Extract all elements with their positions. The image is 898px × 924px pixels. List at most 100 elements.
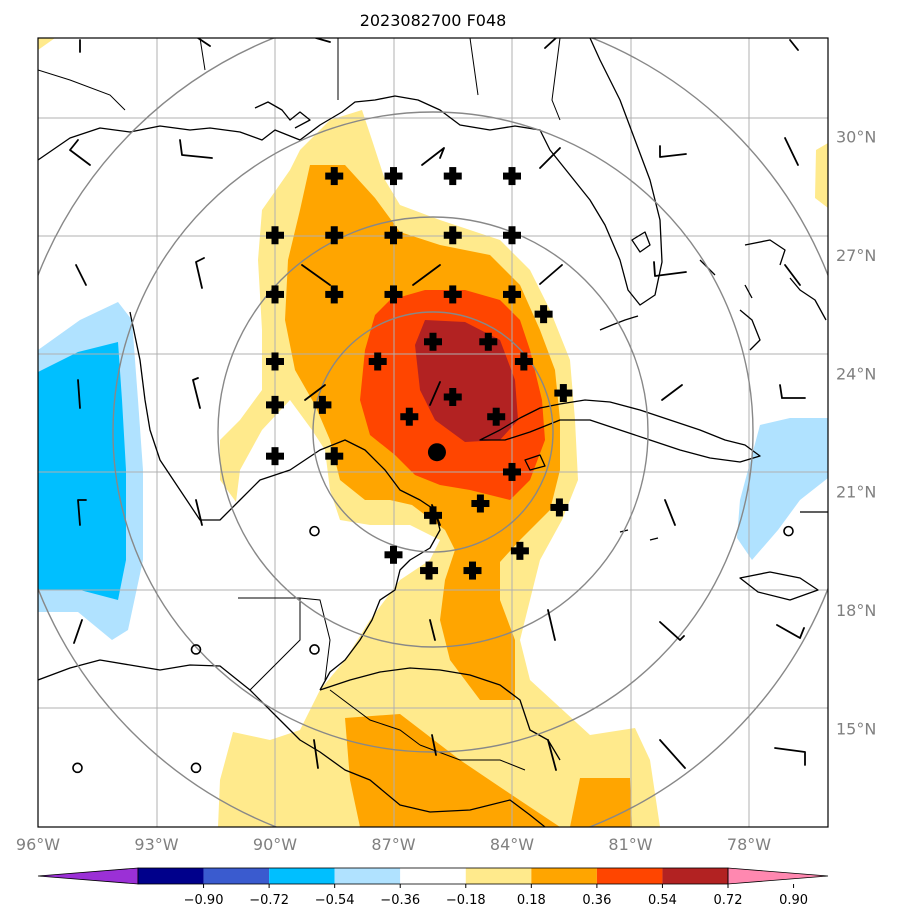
wind-barb xyxy=(421,147,445,166)
significance-plus-marker xyxy=(503,167,521,186)
colorbar-segment xyxy=(662,868,728,884)
wind-barb xyxy=(75,264,87,286)
wind-barb xyxy=(429,381,441,406)
significance-plus-marker xyxy=(424,332,442,351)
significance-plus-marker xyxy=(514,352,533,371)
significance-plus-marker xyxy=(266,447,284,466)
significance-plus-marker xyxy=(534,305,553,324)
wind-barb xyxy=(179,139,213,159)
significance-plus-marker xyxy=(424,506,442,525)
latitude-tick-label: 24°N xyxy=(836,364,876,383)
wind-barb xyxy=(547,739,557,771)
latitude-tick-label: 18°N xyxy=(836,601,876,620)
wind-barb xyxy=(789,39,799,51)
significance-plus-marker xyxy=(463,561,482,580)
significance-plus-marker xyxy=(266,352,284,371)
colorbar-extend-high xyxy=(727,867,829,885)
contour-light-blue-east xyxy=(737,418,828,560)
significance-plus-marker xyxy=(384,226,403,245)
longitude-tick-label: 90°W xyxy=(253,835,297,854)
calm-wind-circle xyxy=(309,644,320,655)
calm-wind-circle xyxy=(783,525,794,537)
wind-barb xyxy=(661,384,683,401)
significance-plus-marker xyxy=(443,387,462,406)
significance-plus-marker xyxy=(510,541,529,560)
colorbar-tick-label: 0.90 xyxy=(779,893,808,908)
significance-plus-marker xyxy=(479,332,498,351)
wind-barb xyxy=(431,734,437,756)
wind-barb xyxy=(659,145,687,158)
significance-plus-marker xyxy=(554,384,573,403)
significance-plus-marker xyxy=(443,285,462,304)
wind-barbs xyxy=(69,38,806,771)
longitude-tick-label: 81°W xyxy=(608,835,652,854)
calm-markers xyxy=(72,525,794,774)
ring-200km xyxy=(312,311,554,553)
significance-plus-marker xyxy=(384,167,403,186)
cuba xyxy=(479,399,761,463)
wind-barb xyxy=(195,499,203,526)
colorbar-tick-label: −0.90 xyxy=(184,893,224,908)
longitude-tick-label: 87°W xyxy=(371,835,415,854)
lake-okeechobee xyxy=(631,231,651,253)
contour-yellow-east-edge xyxy=(815,143,828,208)
wind-barb xyxy=(544,38,557,49)
storm-center-dot xyxy=(427,443,446,462)
wind-barb xyxy=(313,739,319,769)
wind-barb xyxy=(774,747,806,766)
wind-barb xyxy=(192,377,201,409)
significance-plus-marker xyxy=(325,447,344,466)
colorbar-segment xyxy=(400,868,466,884)
distance-rings xyxy=(38,38,828,827)
longitude-tick-label: 96°W xyxy=(16,835,60,854)
longitude-tick-labels: 96°W 93°W 90°W 87°W 84°W 81°W 78°W xyxy=(16,835,771,854)
contour-dark-red xyxy=(415,320,518,442)
wind-barb xyxy=(784,264,801,286)
longitude-tick-label: 78°W xyxy=(727,835,771,854)
significance-plus-marker xyxy=(325,285,344,304)
colorbar-tick-label: −0.36 xyxy=(380,893,420,908)
wind-barb xyxy=(664,499,676,526)
colorbar-segments xyxy=(37,867,829,885)
longitude-tick-label: 84°W xyxy=(490,835,534,854)
colorbar-frame xyxy=(137,867,729,885)
central-america-pacific xyxy=(38,659,546,827)
colorbar-tick-label: 0.72 xyxy=(714,893,743,908)
country-borders xyxy=(38,38,561,771)
map-panel xyxy=(38,38,828,827)
significance-plus-marker xyxy=(487,407,506,426)
latitude-tick-label: 30°N xyxy=(836,128,876,147)
significance-plus-marker xyxy=(420,561,439,580)
wind-barb xyxy=(77,499,87,526)
calm-wind-circle xyxy=(190,644,202,655)
isle-of-youth xyxy=(524,454,546,471)
colorbar-tick-labels: −0.90 −0.72 −0.54 −0.36 −0.18 0.18 0.36 0.54 0.7… xyxy=(184,884,808,908)
colorbar-tick-label: −0.54 xyxy=(315,893,355,908)
calm-wind-circle xyxy=(190,762,202,774)
significance-plus-marker xyxy=(503,462,521,481)
calm-wind-circle xyxy=(72,762,83,774)
wind-barb xyxy=(659,739,686,769)
significance-plus-marker xyxy=(503,285,521,304)
ring-600km xyxy=(112,111,754,753)
significance-plus-marker xyxy=(368,352,387,371)
wind-barb xyxy=(315,38,331,43)
colorbar-tick-label: −0.72 xyxy=(249,893,289,908)
louisiana-delta xyxy=(254,101,311,129)
honduras-border xyxy=(329,689,421,746)
wind-barb xyxy=(197,38,211,47)
significance-plus-marker xyxy=(503,226,521,245)
significance-plus-marker xyxy=(443,226,462,245)
wind-barb xyxy=(779,384,806,399)
significance-plus-marker xyxy=(471,494,490,513)
colorbar-tick-label: 0.18 xyxy=(517,893,546,908)
us-mexico-border xyxy=(38,69,126,111)
significance-plus-marker xyxy=(266,226,284,245)
wind-barb xyxy=(776,624,805,639)
central-america-caribbean xyxy=(319,667,561,761)
wind-barb xyxy=(659,621,685,641)
wind-barb xyxy=(429,619,436,641)
shaded-field xyxy=(38,38,828,827)
latitude-tick-label: 27°N xyxy=(836,246,876,265)
colorbar: −0.90 −0.72 −0.54 −0.36 −0.18 0.18 0.36 0.54 0.7… xyxy=(37,867,829,908)
